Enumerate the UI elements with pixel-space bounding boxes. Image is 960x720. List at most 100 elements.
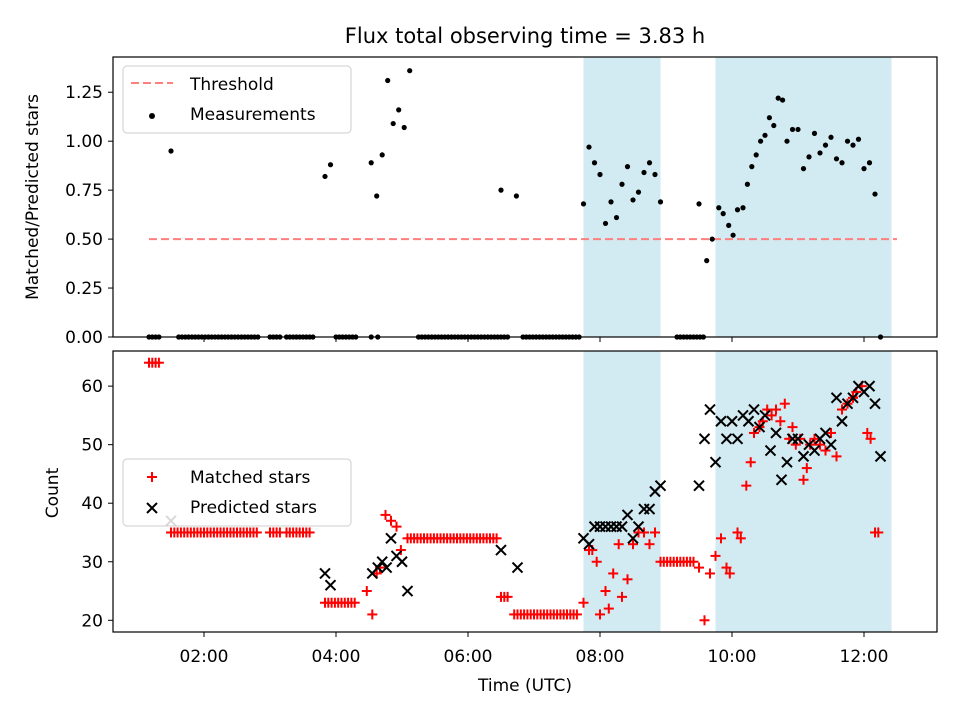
matched-star-point	[386, 515, 396, 526]
matched-star-point	[304, 527, 315, 538]
matched-star-point	[639, 527, 649, 538]
matched-star-point	[650, 527, 660, 538]
measurement-point	[872, 191, 878, 197]
measurement-point	[817, 150, 823, 156]
bottom-y-tick-label: 20	[81, 611, 103, 631]
predicted-star-point	[319, 567, 331, 580]
matched-star-point	[608, 568, 619, 579]
x-tick-label: 04:00	[312, 647, 361, 667]
predicted-star-point	[770, 427, 782, 439]
bottom-y-tick-label: 50	[81, 436, 103, 456]
measurement-point	[630, 197, 636, 203]
top-legend: Threshold Measurements	[122, 65, 352, 134]
matched-star-point	[815, 439, 825, 450]
predicted-star-point	[324, 579, 337, 591]
predicted-star-point	[654, 479, 667, 492]
matched-star-point	[153, 357, 164, 368]
matched-star-point	[779, 398, 790, 409]
measurement-point	[789, 126, 796, 133]
measurement-point	[374, 193, 380, 199]
matched-star-point	[837, 404, 847, 415]
predicted-star-point	[869, 397, 881, 410]
matched-star-point	[831, 451, 842, 462]
matched-star-point	[600, 586, 611, 597]
matched-star-point	[380, 509, 391, 520]
measurement-point	[652, 171, 658, 178]
top-y-tick-label: 0.00	[65, 328, 103, 348]
predicted-star-point	[372, 561, 384, 574]
measurement-point	[602, 220, 609, 227]
matched-star-point	[775, 416, 786, 427]
top-y-tick-label: 0.25	[65, 279, 103, 299]
bottom-y-tick-label: 40	[81, 494, 103, 514]
matched-star-point	[705, 568, 715, 579]
predicted-star-point	[511, 561, 524, 574]
predicted-star-point	[632, 520, 645, 533]
matched-star-point	[622, 574, 633, 585]
measurement-point	[762, 132, 768, 138]
predicted-star-point	[863, 380, 876, 392]
predicted-star-point	[401, 585, 414, 597]
measurement-point	[850, 142, 856, 148]
legend-predicted-marker	[146, 502, 158, 514]
measurement-point	[407, 68, 413, 74]
measurement-point	[168, 148, 174, 154]
measurement-point	[775, 95, 781, 101]
top-shaded-span	[715, 57, 892, 337]
matched-star-point	[749, 427, 759, 438]
predicted-star-point	[495, 544, 507, 556]
top-y-tick-label: 0.50	[65, 230, 103, 250]
measurement-point	[758, 138, 764, 144]
predicted-star-point	[616, 520, 628, 533]
top-y-tick-label: 1.00	[65, 132, 103, 152]
matched-star-point	[741, 480, 752, 491]
predicted-star-point	[748, 403, 760, 416]
predicted-star-point	[376, 556, 388, 568]
measurement-point	[780, 97, 786, 103]
matched-star-point	[395, 545, 406, 556]
bottom-y-tick-label: 60	[81, 377, 103, 397]
legend-matched-swatch	[147, 472, 157, 482]
matched-star-point	[571, 609, 582, 620]
measurement-point	[580, 201, 587, 207]
legend-matched-marker	[147, 472, 157, 482]
predicted-star-point	[704, 403, 716, 416]
matched-star-point	[491, 533, 502, 544]
bottom-axes-frame	[112, 350, 938, 633]
predicted-star-point	[720, 433, 733, 445]
predicted-star-point	[693, 479, 705, 492]
x-tick-label: 12:00	[840, 647, 889, 667]
measurement-point	[749, 164, 755, 170]
measurement-point	[720, 211, 726, 217]
predicted-star-point	[380, 561, 393, 574]
measurement-point	[734, 207, 741, 213]
matched-star-point	[801, 463, 812, 474]
measurement-point	[806, 154, 812, 160]
bottom-legend: Matched stars Predicted stars	[122, 458, 352, 527]
measurement-point	[844, 138, 851, 144]
measurement-point	[822, 142, 829, 148]
measurement-point	[766, 115, 773, 121]
measurement-point	[322, 173, 328, 180]
legend-predicted-swatch	[146, 502, 158, 514]
measurement-point	[716, 205, 722, 211]
matched-star-point	[694, 562, 704, 573]
measurement-point	[744, 181, 751, 187]
predicted-star-point	[781, 456, 793, 468]
matched-star-point	[716, 533, 726, 544]
measurement-point	[696, 201, 702, 207]
measurement-point	[726, 222, 732, 228]
predicted-star-point	[396, 556, 408, 568]
matched-star-point	[865, 433, 876, 444]
bottom-ylabel: Count	[43, 467, 63, 518]
matched-star-point	[578, 597, 589, 608]
matched-star-point	[591, 556, 602, 567]
measurement-point	[379, 152, 385, 158]
measurement-point	[390, 120, 396, 127]
measurement-point	[608, 199, 614, 205]
top-y-tick-label: 1.25	[65, 83, 103, 103]
predicted-star-point	[731, 433, 744, 445]
measurement-point	[646, 160, 653, 166]
predicted-star-point	[775, 474, 788, 486]
